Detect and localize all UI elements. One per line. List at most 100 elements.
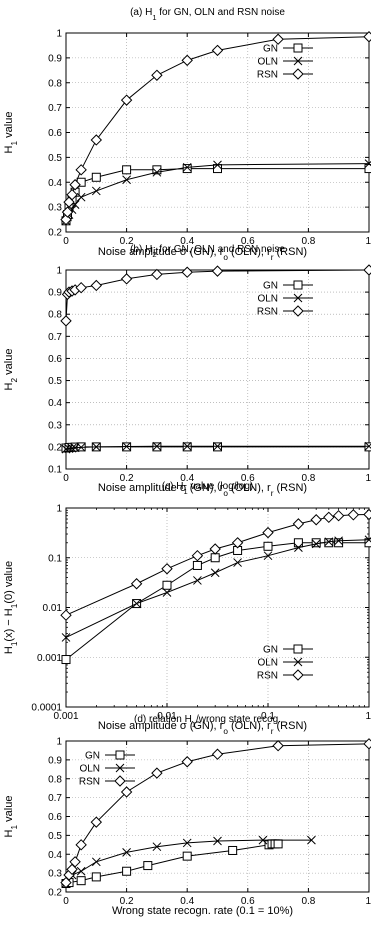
y-tick-label: 1 — [56, 737, 62, 748]
legend-marker-oln — [293, 56, 303, 66]
x-tick-label: 0.2 — [120, 236, 134, 247]
series-oln — [61, 535, 371, 642]
series-gn — [61, 164, 371, 226]
series-oln-point — [311, 539, 321, 549]
y-tick-label: 0.6 — [48, 354, 62, 365]
legend-marker-oln — [293, 657, 303, 667]
series-gn-point — [61, 655, 71, 665]
y-axis-label: H1 value — [3, 112, 19, 154]
x-axis-label: Noise amplitude σ (GN), ro (OLN), rr (RS… — [98, 482, 307, 498]
series-gn-point — [334, 538, 344, 548]
series-oln-point — [162, 588, 172, 597]
y-tick-label: 0.4 — [48, 850, 62, 861]
series-rsn-point — [323, 511, 335, 524]
series-rsn-point — [60, 315, 72, 327]
x-tick-label: 0 — [63, 473, 69, 484]
y-tick-label: 0.8 — [48, 774, 62, 785]
series-oln-point — [61, 633, 71, 642]
x-tick-label: 0.1 — [261, 711, 275, 722]
series-rsn-point — [90, 134, 103, 146]
series-oln-point — [263, 551, 273, 561]
x-tick-label: 0.8 — [301, 896, 315, 907]
x-tick-label: 1 — [365, 896, 371, 907]
series-gn-point — [122, 866, 132, 876]
series-oln-point — [132, 599, 141, 608]
series-rsn-point — [69, 179, 81, 191]
series-gn-point — [311, 538, 321, 548]
series-gn-point — [91, 172, 101, 182]
legend-marker-oln — [293, 293, 303, 303]
x-axis-label: Noise amplitude σ (GN), ro (OLN), rr (RS… — [98, 720, 307, 736]
series-oln-line — [65, 839, 312, 884]
series-oln-point — [182, 162, 192, 172]
legend-marker-gn — [293, 280, 303, 290]
y-axis-label: H1 value — [3, 796, 19, 838]
chart-panel-4: (d) relation H1/wrong state recog.0 0.2 0.… — [3, 714, 371, 917]
y-tick-label: 0.3 — [48, 420, 62, 431]
series-rsn-line — [65, 36, 370, 220]
series-rsn-point — [191, 549, 204, 562]
series-oln-point — [76, 442, 86, 452]
y-tick-label: 0.9 — [48, 53, 62, 64]
series-gn-point — [143, 861, 153, 871]
series-gn-point — [91, 872, 101, 882]
series-oln-point — [213, 441, 222, 451]
series-rsn-point — [69, 856, 81, 868]
series-oln-point — [364, 535, 371, 545]
series-rsn-point — [363, 264, 371, 276]
series-rsn-point — [60, 213, 72, 226]
y-tick-label: 0.001 — [37, 653, 62, 664]
y-tick-label: 0.1 — [48, 553, 62, 564]
legend-marker-oln — [115, 763, 125, 773]
series-oln-line — [65, 539, 370, 638]
y-tick-label: 1 — [56, 266, 62, 277]
y-tick-label: 0.2 — [48, 228, 62, 239]
y-tick-label: 0.4 — [48, 178, 62, 189]
legend-label-rsn: RSN — [257, 70, 278, 81]
y-tick-label: 0.2 — [48, 442, 62, 453]
y-tick-label: 0.0001 — [31, 703, 62, 714]
y-tick-label: 0.3 — [48, 869, 62, 880]
series-rsn-point — [60, 609, 72, 621]
series-gn-point — [182, 851, 192, 861]
x-tick-label: 0.2 — [120, 896, 134, 907]
series-rsn-point — [66, 188, 78, 201]
series-rsn — [60, 508, 371, 621]
series-gn-point — [213, 164, 222, 174]
series-oln-point — [76, 866, 86, 876]
series-rsn-point — [363, 508, 371, 521]
x-tick-label: 0.4 — [180, 473, 194, 484]
series-gn-point — [263, 541, 273, 551]
x-tick-label: 1 — [365, 711, 371, 722]
chart-title: (d) relation H1/wrong state recog. — [134, 714, 281, 729]
y-tick-label: 0.4 — [48, 398, 62, 409]
y-tick-label: 0.7 — [48, 332, 62, 343]
y-tick-label: 0.01 — [43, 603, 63, 614]
chart-panel-2: (b) H2 for GN, OLN and RSN noise 0 0.2 0.4 0… — [3, 244, 371, 498]
series-rsn-point — [181, 266, 193, 278]
series-rsn-point — [151, 69, 163, 81]
series-oln-point — [258, 835, 268, 845]
series-rsn-point — [209, 543, 221, 555]
series-rsn-point — [332, 509, 345, 522]
series-rsn-point — [90, 279, 103, 292]
y-tick-label: 0.9 — [48, 755, 62, 766]
x-tick-label: 0.8 — [301, 236, 315, 247]
legend-label-gn: GN — [85, 751, 100, 762]
series-oln-point — [91, 186, 101, 196]
legend-label-oln: OLN — [257, 658, 278, 669]
legend-label-gn: GN — [263, 281, 278, 292]
series-oln-point — [122, 848, 131, 857]
y-tick-label: 0.9 — [48, 288, 62, 299]
plot-frame — [65, 269, 370, 470]
series-rsn-point — [211, 748, 224, 760]
series-oln-point — [324, 537, 334, 547]
series-rsn-point — [161, 563, 173, 575]
series-rsn-line — [65, 514, 370, 616]
series-rsn-point — [181, 756, 193, 768]
y-tick-label: 0.2 — [48, 888, 62, 899]
x-axis-label: Wrong state recogn. rate (0.1 = 10%) — [112, 905, 293, 917]
series-oln-point — [210, 568, 220, 578]
x-tick-label: 0.6 — [241, 896, 255, 907]
